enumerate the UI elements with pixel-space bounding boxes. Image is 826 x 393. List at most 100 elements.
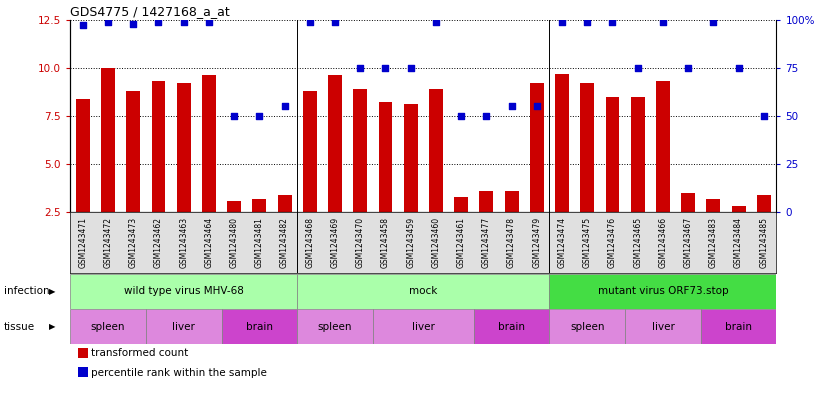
Text: GSM1243477: GSM1243477	[482, 217, 491, 268]
Point	[606, 18, 620, 25]
Bar	[146, 309, 221, 344]
Bar	[354, 89, 368, 212]
Bar	[101, 68, 115, 212]
Text: spleen: spleen	[91, 321, 126, 332]
Bar	[429, 89, 443, 212]
Bar	[700, 309, 776, 344]
Point	[202, 18, 216, 25]
Bar	[681, 193, 695, 212]
Point	[404, 64, 417, 71]
Point	[278, 103, 292, 109]
Text: tissue: tissue	[4, 321, 36, 332]
Bar	[221, 309, 297, 344]
Point	[430, 18, 443, 25]
Bar	[530, 83, 544, 212]
Text: GSM1243463: GSM1243463	[179, 217, 188, 268]
Text: percentile rank within the sample: percentile rank within the sample	[91, 367, 267, 378]
Bar	[631, 97, 644, 212]
Text: ▶: ▶	[49, 322, 55, 331]
Point	[126, 20, 140, 27]
Text: GSM1243479: GSM1243479	[532, 217, 541, 268]
Bar	[177, 83, 191, 212]
Text: GSM1243482: GSM1243482	[280, 217, 289, 268]
Bar	[605, 97, 620, 212]
Bar	[70, 309, 146, 344]
Bar	[70, 274, 297, 309]
Bar	[227, 201, 241, 212]
Text: GSM1243460: GSM1243460	[431, 217, 440, 268]
Text: GSM1243458: GSM1243458	[381, 217, 390, 268]
Point	[530, 103, 544, 109]
Text: mutant virus ORF73.stop: mutant virus ORF73.stop	[598, 286, 729, 296]
Point	[152, 18, 165, 25]
Point	[102, 18, 115, 25]
Text: GSM1243483: GSM1243483	[709, 217, 718, 268]
Text: ▶: ▶	[49, 287, 55, 296]
Bar	[126, 91, 140, 212]
Bar	[656, 81, 670, 212]
Text: GSM1243461: GSM1243461	[457, 217, 466, 268]
Text: GSM1243480: GSM1243480	[230, 217, 239, 268]
Text: GSM1243466: GSM1243466	[658, 217, 667, 268]
Bar	[373, 309, 474, 344]
Bar	[328, 75, 342, 212]
Bar	[303, 91, 316, 212]
Text: spleen: spleen	[570, 321, 605, 332]
Point	[227, 113, 240, 119]
Text: brain: brain	[246, 321, 273, 332]
Point	[480, 113, 493, 119]
Point	[354, 64, 367, 71]
Text: mock: mock	[409, 286, 438, 296]
Bar	[474, 309, 549, 344]
Bar	[278, 195, 292, 212]
Bar	[706, 199, 720, 212]
Bar	[549, 274, 776, 309]
Text: GSM1243459: GSM1243459	[406, 217, 415, 268]
Text: GSM1243475: GSM1243475	[583, 217, 591, 268]
Bar	[732, 206, 746, 212]
Text: liver: liver	[652, 321, 674, 332]
Text: GSM1243471: GSM1243471	[78, 217, 88, 268]
Bar	[555, 73, 569, 212]
Bar	[151, 81, 165, 212]
Text: brain: brain	[498, 321, 525, 332]
Bar	[297, 309, 373, 344]
Point	[303, 18, 316, 25]
Bar	[581, 83, 594, 212]
Text: liver: liver	[173, 321, 195, 332]
Text: GDS4775 / 1427168_a_at: GDS4775 / 1427168_a_at	[70, 6, 230, 18]
Bar	[404, 105, 418, 212]
Text: GSM1243462: GSM1243462	[154, 217, 163, 268]
Point	[555, 18, 568, 25]
Text: transformed count: transformed count	[91, 348, 188, 358]
Bar	[549, 309, 625, 344]
Point	[581, 18, 594, 25]
Point	[681, 64, 695, 71]
Point	[707, 18, 720, 25]
Text: brain: brain	[725, 321, 752, 332]
Point	[253, 113, 266, 119]
Point	[454, 113, 468, 119]
Point	[177, 18, 190, 25]
Point	[329, 18, 342, 25]
Text: GSM1243478: GSM1243478	[507, 217, 516, 268]
Text: wild type virus MHV-68: wild type virus MHV-68	[124, 286, 244, 296]
Text: GSM1243485: GSM1243485	[759, 217, 768, 268]
Text: GSM1243470: GSM1243470	[356, 217, 365, 268]
Bar	[202, 75, 216, 212]
Text: GSM1243467: GSM1243467	[684, 217, 693, 268]
Text: spleen: spleen	[318, 321, 353, 332]
Bar	[378, 103, 392, 212]
Text: GSM1243464: GSM1243464	[204, 217, 213, 268]
Point	[657, 18, 670, 25]
Point	[757, 113, 771, 119]
Text: GSM1243481: GSM1243481	[255, 217, 263, 268]
Point	[379, 64, 392, 71]
Text: infection: infection	[4, 286, 50, 296]
Bar	[625, 309, 700, 344]
Text: GSM1243474: GSM1243474	[558, 217, 567, 268]
Text: GSM1243476: GSM1243476	[608, 217, 617, 268]
Text: GSM1243469: GSM1243469	[330, 217, 339, 268]
Bar	[479, 191, 493, 212]
Text: GSM1243468: GSM1243468	[306, 217, 315, 268]
